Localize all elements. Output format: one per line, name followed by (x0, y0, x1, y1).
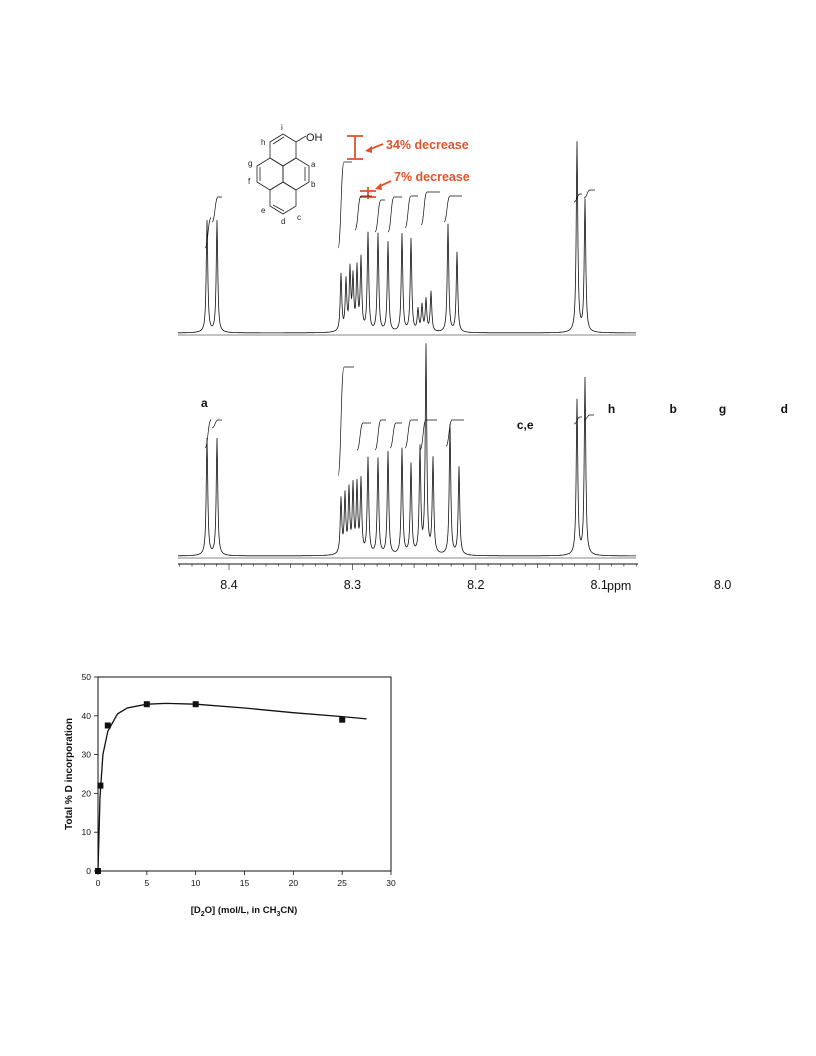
x-tick-label: 5 (144, 878, 149, 888)
y-tick-label: 50 (82, 672, 92, 682)
peak-label-b: b (670, 402, 677, 416)
x-tick-label: 0 (96, 878, 101, 888)
integral-trace (404, 419, 418, 449)
data-point (143, 701, 150, 708)
spectrum-trace (178, 343, 636, 557)
integral-trace (204, 217, 212, 249)
peak-label-c-e: c,e (517, 418, 534, 432)
plot-y-axis-label: Total % D incorporation (64, 718, 75, 830)
y-tick-label: 20 (82, 788, 92, 798)
x-label-part: [D (191, 905, 201, 916)
integral-trace (337, 161, 352, 249)
atom-label: f (248, 177, 251, 186)
integral-trace (211, 419, 222, 429)
integral-trace (356, 422, 371, 451)
integral-trace (404, 195, 418, 229)
y-tick-label: 40 (82, 711, 92, 721)
integral-trace (419, 419, 437, 451)
integral-trace (583, 189, 595, 199)
spectrum-trace (178, 141, 636, 334)
plot-x-axis-label: [D2O] (mol/L, in CH3CN) (191, 905, 298, 918)
annotation-34-label: 34% decrease (386, 138, 469, 152)
x-tick-label: 25 (337, 878, 347, 888)
data-points (95, 701, 346, 874)
x-label-sub: 2 (201, 911, 205, 918)
spectrum-bottom (178, 343, 636, 559)
nmr-spectrum-figure: OH i a b c d e f g h 34% decrease 7% dec… (178, 123, 788, 593)
fit-curve (97, 702, 367, 872)
x-label-sub: 3 (276, 911, 280, 918)
peak-labels: ac,ehbgdfi (201, 396, 788, 432)
annotation-34-percent (347, 135, 384, 160)
y-tick-label: 10 (82, 827, 92, 837)
x-label-part: CN) (280, 905, 297, 916)
annotation-7-percent (360, 180, 392, 199)
atom-label: i (281, 123, 283, 132)
x-tick-label: 30 (386, 878, 396, 888)
x-label-part: O] (mol/L, in CH (205, 905, 277, 916)
peak-label-d: d (781, 402, 788, 416)
molecule-substituent: OH (306, 132, 323, 144)
integral-trace (583, 414, 594, 421)
integral-trace (573, 416, 582, 425)
integral-trace (204, 419, 212, 449)
atom-label: e (261, 206, 266, 215)
x-tick-label: 15 (240, 878, 250, 888)
x-tick-label: 10 (191, 878, 201, 888)
data-point (95, 868, 101, 874)
integral-trace (420, 191, 440, 226)
nmr-axis-unit: ppm (607, 579, 631, 593)
peak-label-h: h (608, 402, 615, 416)
integral-trace (445, 419, 464, 447)
integral-trace (443, 195, 462, 223)
nmr-tick-label: 8.1 (591, 578, 608, 592)
data-point (339, 716, 346, 723)
spectrum-top (178, 141, 636, 336)
integral-trace (389, 422, 402, 449)
peak-label-g: g (719, 402, 726, 416)
annotation-7-label: 7% decrease (394, 170, 470, 184)
atom-label: b (311, 180, 316, 189)
data-point (192, 701, 199, 708)
y-tick-label: 0 (86, 866, 91, 876)
integral-trace (374, 199, 385, 233)
atom-label: g (248, 159, 252, 168)
nmr-x-axis: 8.48.38.28.18.07.97.87.7 (178, 563, 731, 592)
nmr-tick-label: 8.0 (714, 578, 731, 592)
data-point (97, 782, 104, 789)
atom-label: d (281, 217, 285, 226)
nmr-tick-label: 8.3 (344, 578, 361, 592)
plot-ticks: 0 5 10 15 20 25 30 0 10 20 30 40 50 (82, 672, 396, 888)
integral-trace (374, 419, 386, 451)
pyrene-structure (256, 133, 310, 215)
peak-label-a: a (201, 396, 208, 410)
integral-trace (211, 196, 222, 223)
y-tick-label: 30 (82, 750, 92, 760)
nmr-tick-label: 8.4 (220, 578, 237, 592)
data-point (104, 722, 111, 729)
molecule-atom-labels: i a b c d e f g h (248, 123, 316, 226)
integral-trace (387, 196, 402, 233)
integral-trace (337, 366, 354, 477)
integral-trace (573, 193, 582, 203)
d-incorporation-plot: 0 5 10 15 20 25 30 0 10 20 30 40 50 Total % D incorp… (64, 672, 396, 918)
atom-label: h (261, 138, 265, 147)
integral-trace (354, 195, 372, 231)
atom-label: a (311, 160, 316, 169)
plot-frame (97, 676, 392, 872)
atom-label: c (297, 213, 301, 222)
nmr-tick-label: 8.2 (467, 578, 484, 592)
x-tick-label: 20 (289, 878, 299, 888)
